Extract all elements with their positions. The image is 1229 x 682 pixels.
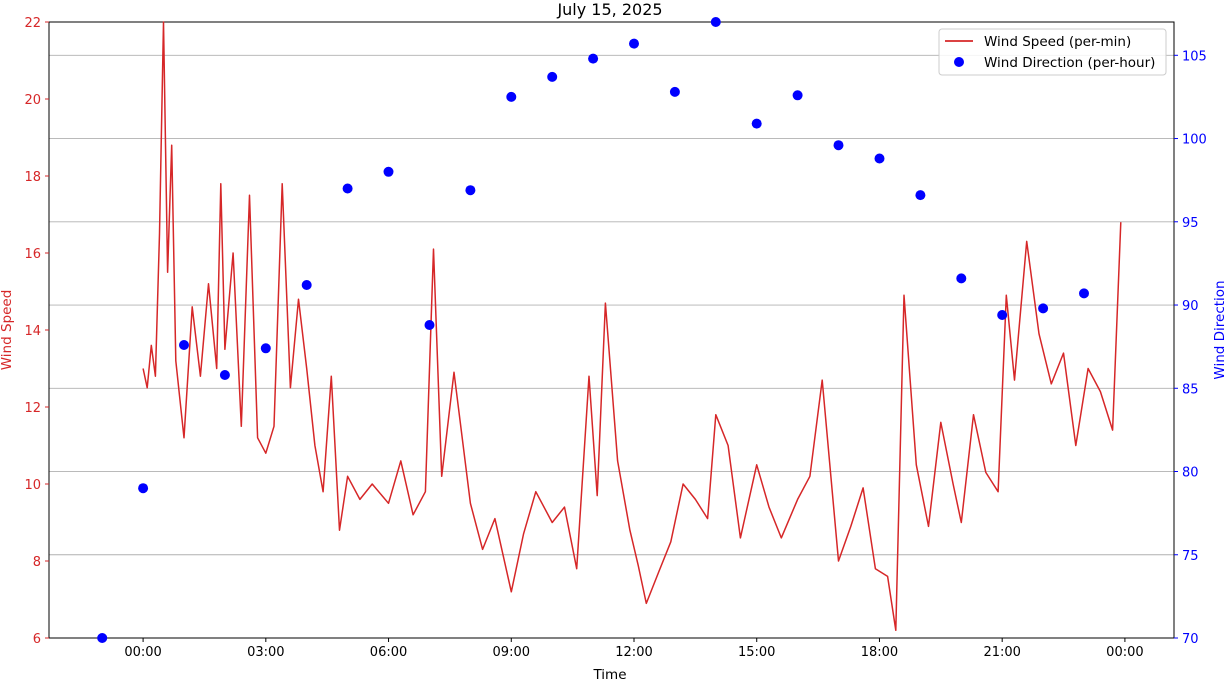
wind-direction-point: [588, 53, 599, 64]
x-tick-label: 03:00: [247, 645, 284, 660]
x-axis: 00:00 03:00 06:00 09:00 12:00 15:00 18:00 21:00…: [124, 638, 1144, 660]
y-left-tick-label: 10: [24, 478, 41, 493]
x-tick-label: 09:00: [493, 645, 530, 660]
y-left-tick-label: 14: [24, 324, 41, 339]
y-right-tick-label: 85: [1182, 382, 1199, 397]
wind-direction-point: [874, 153, 885, 164]
y-left-tick-label: 12: [24, 401, 41, 416]
wind-direction-point: [424, 320, 435, 330]
wind-direction-markers: [97, 17, 1089, 643]
wind-direction-point: [833, 140, 844, 151]
wind-direction-point: [669, 86, 680, 97]
legend-label-wind-speed: Wind Speed (per-min): [984, 34, 1131, 50]
x-tick-label: 06:00: [370, 645, 407, 660]
wind-direction-point: [997, 310, 1008, 320]
wind-direction-point: [179, 340, 189, 350]
x-tick-label: 15:00: [738, 645, 775, 660]
wind-direction-point: [506, 91, 517, 102]
wind-direction-point: [383, 166, 394, 177]
wind-direction-point: [915, 190, 926, 201]
y-right-tick-label: 70: [1182, 632, 1199, 647]
y-right-tick-label: 100: [1182, 133, 1207, 148]
y-left-tick-label: 6: [33, 632, 41, 647]
x-tick-label: 21:00: [983, 645, 1020, 660]
wind-direction-point: [342, 183, 353, 194]
y-right-tick-label: 80: [1182, 466, 1199, 481]
y-axis-right: 70 75 80 85 90 95 100 105: [1174, 49, 1207, 647]
x-tick-label: 00:00: [124, 645, 161, 660]
y-left-tick-label: 18: [24, 170, 41, 185]
wind-direction-point: [547, 71, 558, 82]
wind-direction-point: [97, 633, 108, 643]
legend-label-wind-direction: Wind Direction (per-hour): [984, 55, 1155, 71]
x-axis-title: Time: [592, 667, 626, 682]
x-tick-label: 00:00: [1106, 645, 1143, 660]
y-right-tick-label: 90: [1182, 299, 1199, 314]
y-right-tick-label: 105: [1182, 49, 1207, 64]
y-axis-left-title: Wind Speed: [0, 290, 15, 371]
wind-direction-point: [629, 38, 639, 49]
y-left-tick-label: 22: [24, 16, 41, 31]
y-right-tick-label: 75: [1182, 549, 1199, 564]
wind-direction-point: [301, 280, 312, 290]
legend-marker-swatch: [954, 57, 964, 67]
y-left-tick-label: 20: [24, 93, 41, 108]
wind-direction-point: [1079, 288, 1089, 299]
chart-title: July 15, 2025: [556, 0, 662, 19]
legend: Wind Speed (per-min) Wind Direction (per…: [938, 28, 1167, 76]
y-left-tick-label: 8: [33, 555, 41, 570]
grid-lines: [49, 54, 1174, 639]
y-right-tick-label: 95: [1182, 216, 1199, 231]
wind-direction-point: [1038, 303, 1049, 314]
y-axis-right-title: Wind Direction: [1212, 280, 1228, 379]
wind-direction-point: [260, 343, 271, 354]
y-left-tick-label: 16: [24, 247, 41, 262]
wind-direction-point: [138, 483, 149, 494]
y-axis-left: 6 8 10 12 14 16 18 20 22: [24, 16, 49, 647]
wind-direction-point: [751, 118, 762, 129]
wind-direction-point: [465, 185, 476, 196]
wind-direction-point: [792, 90, 803, 101]
wind-speed-line: [142, 21, 1122, 632]
x-tick-label: 12:00: [615, 645, 652, 660]
wind-direction-point: [219, 370, 230, 380]
legend-box: [938, 28, 1167, 76]
wind-direction-point: [710, 17, 721, 27]
x-tick-label: 18:00: [861, 645, 898, 660]
wind-direction-point: [956, 273, 967, 284]
